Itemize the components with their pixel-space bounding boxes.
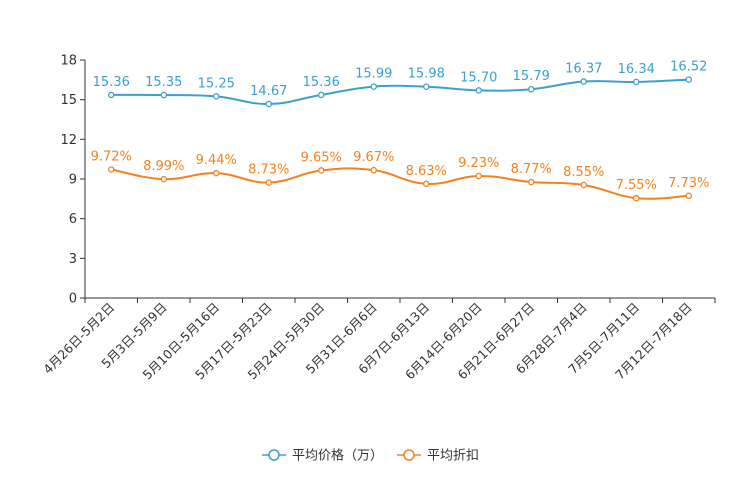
data-point	[422, 180, 430, 188]
data-point	[160, 175, 167, 183]
data-point	[317, 91, 325, 99]
data-point	[265, 179, 272, 186]
data-label: 16.34	[618, 62, 655, 77]
data-point	[212, 169, 220, 177]
data-label: 15.25	[198, 76, 235, 91]
series-1: 15.36 15.35 15.25 14.67 15.36 15.99 15.98 15.70…	[93, 60, 707, 108]
data-label: 9.72%	[91, 149, 132, 164]
data-point	[580, 181, 588, 189]
data-label: 9.67%	[353, 150, 394, 165]
y-tick-label: 3	[69, 252, 77, 267]
series-2: 9.72% 8.99% 9.44% 8.73% 9.65% 9.67% 8.63% 9.23%…	[91, 149, 709, 202]
y-tick-label: 9	[69, 173, 77, 188]
data-point	[633, 194, 640, 202]
data-point	[528, 178, 535, 186]
y-tick-label: 12	[60, 133, 77, 148]
data-point	[475, 172, 482, 180]
data-label: 9.65%	[301, 150, 342, 165]
data-label: 16.37	[565, 62, 602, 77]
data-point	[317, 167, 325, 174]
data-point	[370, 83, 377, 90]
legend: 平均价格（万） 平均折扣	[262, 448, 479, 464]
legend-marker-icon	[268, 449, 280, 461]
data-label: 15.35	[145, 75, 182, 90]
axes: 03691215184月26日-5月2日5月3日-5月9日5月10日-5月16日…	[40, 54, 716, 382]
data-point	[422, 83, 430, 90]
data-label: 15.36	[93, 75, 130, 90]
legend-label: 平均折扣	[427, 449, 479, 464]
data-point	[108, 91, 115, 99]
data-label: 7.55%	[616, 178, 657, 193]
data-point	[685, 192, 693, 200]
y-tick-label: 6	[69, 212, 77, 227]
y-tick-label: 0	[69, 292, 77, 307]
data-label: 14.67	[250, 84, 287, 99]
y-tick-label: 15	[60, 93, 77, 108]
data-point	[475, 87, 482, 94]
data-point	[528, 85, 535, 93]
data-label: 15.36	[303, 75, 340, 90]
data-label: 15.98	[408, 67, 445, 82]
data-label: 9.23%	[458, 156, 499, 171]
data-label: 8.63%	[406, 164, 447, 179]
data-label: 7.73%	[668, 176, 709, 191]
data-label: 15.79	[513, 69, 550, 84]
data-point	[108, 166, 115, 173]
data-label: 8.55%	[563, 165, 604, 180]
data-point	[685, 76, 693, 83]
data-label: 16.52	[670, 60, 707, 75]
series-layer: 15.36 15.35 15.25 14.67 15.36 15.99 15.98 15.70…	[91, 60, 709, 202]
data-point	[580, 78, 588, 85]
legend-marker-icon	[403, 449, 415, 461]
legend-item-1: 平均价格（万）	[262, 448, 383, 464]
data-label: 8.99%	[143, 159, 184, 174]
data-point	[633, 78, 640, 86]
data-point	[160, 91, 167, 99]
series-line	[111, 78, 689, 106]
y-tick-label: 18	[60, 54, 77, 69]
legend-label: 平均价格（万）	[292, 448, 383, 464]
data-label: 8.77%	[511, 162, 552, 177]
legend-item-2: 平均折扣	[397, 449, 479, 464]
series-line	[111, 167, 689, 200]
data-label: 8.73%	[248, 163, 289, 178]
data-label: 15.99	[355, 67, 392, 82]
data-point	[265, 100, 272, 108]
data-point	[212, 93, 220, 100]
data-label: 9.44%	[196, 153, 237, 168]
data-label: 15.70	[460, 70, 497, 85]
data-point	[370, 166, 377, 174]
